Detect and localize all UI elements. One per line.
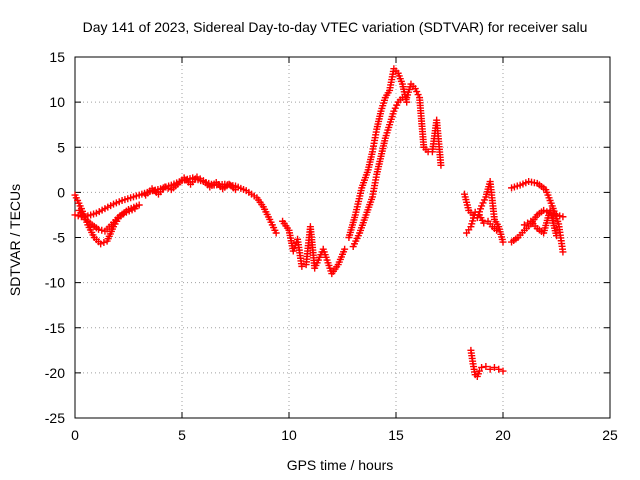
data-point bbox=[161, 183, 169, 191]
data-point bbox=[298, 262, 306, 270]
data-point bbox=[98, 226, 106, 234]
data-point bbox=[471, 208, 479, 216]
data-point bbox=[495, 365, 503, 373]
y-tick-label: 15 bbox=[49, 49, 65, 65]
data-point bbox=[480, 219, 488, 227]
data-point bbox=[135, 201, 143, 209]
data-point bbox=[559, 213, 567, 221]
data-point bbox=[553, 232, 560, 240]
series-night-b bbox=[463, 208, 501, 237]
data-point bbox=[559, 248, 567, 256]
x-tick-label: 20 bbox=[495, 427, 511, 443]
series-rise-secondary bbox=[349, 94, 406, 251]
series-night-a bbox=[460, 178, 507, 246]
y-axis-ticks: 15 10 5 0 -5 -10 -15 -20 -25 bbox=[45, 49, 610, 426]
data-point bbox=[97, 240, 105, 248]
data-point bbox=[540, 206, 548, 214]
data-point bbox=[100, 238, 108, 246]
data-point bbox=[499, 238, 507, 246]
data-point bbox=[437, 161, 445, 169]
grid bbox=[75, 57, 610, 418]
series-middle-arc bbox=[75, 205, 139, 235]
data-point bbox=[232, 186, 239, 194]
series-outlier-low bbox=[467, 346, 507, 380]
data-point bbox=[341, 245, 349, 253]
y-axis-label: SDTVAR / TECUs bbox=[7, 184, 23, 296]
x-axis-label: GPS time / hours bbox=[287, 457, 394, 473]
data-points bbox=[71, 65, 567, 380]
x-tick-label: 25 bbox=[602, 427, 618, 443]
series-rise-main bbox=[345, 65, 411, 241]
data-point bbox=[493, 226, 501, 234]
data-point bbox=[475, 367, 483, 375]
series-afternoon-low bbox=[279, 217, 349, 278]
data-point bbox=[95, 225, 103, 233]
y-tick-label: -20 bbox=[45, 365, 65, 381]
y-tick-label: 10 bbox=[49, 94, 65, 110]
y-tick-label: -10 bbox=[45, 275, 65, 291]
data-point bbox=[272, 229, 280, 237]
x-tick-label: 15 bbox=[388, 427, 404, 443]
data-point bbox=[71, 211, 79, 219]
series-lower-arc bbox=[71, 191, 143, 248]
data-point bbox=[556, 212, 564, 220]
x-tick-label: 10 bbox=[281, 427, 297, 443]
data-point bbox=[478, 363, 486, 371]
data-point bbox=[482, 363, 490, 371]
x-tick-label: 5 bbox=[178, 427, 186, 443]
y-tick-label: -15 bbox=[45, 320, 65, 336]
y-tick-label: 5 bbox=[57, 139, 65, 155]
series-morning-cluster bbox=[142, 173, 239, 199]
data-point bbox=[490, 363, 498, 371]
data-point bbox=[486, 365, 494, 373]
y-tick-label: -25 bbox=[45, 410, 65, 426]
series-late-middle bbox=[520, 206, 560, 240]
series-evening-arc bbox=[403, 80, 445, 169]
x-axis-ticks: 0 5 10 15 20 25 bbox=[71, 57, 618, 443]
chart-title: Day 141 of 2023, Sidereal Day-to-day VTE… bbox=[83, 19, 588, 35]
data-point bbox=[499, 367, 507, 375]
data-point bbox=[131, 205, 139, 213]
y-tick-label: -5 bbox=[53, 230, 66, 246]
y-tick-label: 0 bbox=[57, 184, 65, 200]
x-tick-label: 0 bbox=[71, 427, 79, 443]
